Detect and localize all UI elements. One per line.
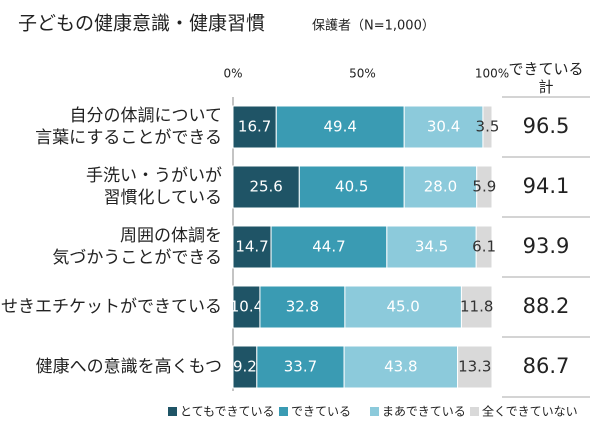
bar-segment: [344, 285, 462, 329]
data-label: 45.0: [386, 298, 419, 316]
y-tick-label: 周囲の体調を 気づかうことができる: [52, 226, 222, 268]
y-tick-label: せきエチケットができている: [1, 297, 222, 317]
data-label: 6.1: [472, 238, 496, 256]
data-label: 3.5: [476, 118, 500, 136]
bar-segment: [460, 285, 493, 329]
x-tick-label: 50%: [349, 67, 376, 81]
legend-label: まあできている: [382, 405, 466, 419]
bar-segment: [298, 165, 405, 209]
legend-swatch: [470, 407, 479, 416]
legend-swatch: [370, 407, 379, 416]
bar-segment: [232, 225, 272, 269]
y-tick-label: 自分の体調について 言葉にすることができる: [35, 106, 222, 148]
legend-label: とてもできている: [180, 405, 275, 419]
data-label: 43.8: [384, 358, 417, 376]
data-label: 34.5: [415, 238, 448, 256]
data-label: 44.7: [312, 238, 345, 256]
x-tick-label: 100%: [475, 67, 509, 81]
data-label: 16.7: [238, 118, 271, 136]
bar-segment: [457, 345, 493, 389]
totals-header: できている 計: [508, 60, 584, 96]
bar-segment: [232, 285, 261, 329]
data-label: 40.5: [335, 178, 368, 196]
data-label: 9.2: [233, 358, 257, 376]
total-value: 96.5: [523, 114, 570, 138]
total-value: 86.7: [523, 354, 570, 378]
bar-segment: [386, 225, 477, 269]
chart-title: 子どもの健康意識・健康習慣: [18, 13, 265, 35]
y-tick-label: 健康への意識を高くもつ: [35, 357, 222, 377]
legend-swatch: [168, 407, 177, 416]
data-label: 14.7: [235, 238, 268, 256]
bar-segment: [403, 105, 484, 149]
legend-label: できている: [291, 405, 351, 419]
data-label: 25.6: [249, 178, 282, 196]
bar-segment: [343, 345, 459, 389]
bar-segment: [475, 225, 493, 269]
data-label: 49.4: [324, 118, 357, 136]
chart-subtitle: 保護者（N=1,000）: [312, 18, 435, 34]
bar-segment: [232, 105, 277, 149]
bar-segment: [482, 105, 493, 149]
data-label: 13.3: [458, 358, 491, 376]
total-value: 94.1: [523, 174, 570, 198]
data-label: 11.8: [460, 298, 493, 316]
bar-segment: [403, 165, 478, 209]
y-tick-label: 手洗い・うがいが 習慣化している: [86, 166, 222, 208]
bar-segment: [476, 165, 493, 209]
bar-segment: [270, 225, 388, 269]
bar-segment: [256, 345, 345, 389]
total-value: 88.2: [523, 294, 570, 318]
data-label: 30.4: [427, 118, 460, 136]
data-label: 5.9: [472, 178, 496, 196]
data-label: 33.7: [284, 358, 317, 376]
data-label: 28.0: [424, 178, 457, 196]
data-label: 32.8: [286, 298, 319, 316]
bar-segment: [232, 165, 300, 209]
legend-swatch: [279, 407, 288, 416]
x-tick-label: 0%: [223, 67, 242, 81]
data-label: 10.4: [230, 298, 263, 316]
legend-label: 全くできていない: [482, 404, 578, 419]
total-value: 93.9: [523, 234, 570, 258]
